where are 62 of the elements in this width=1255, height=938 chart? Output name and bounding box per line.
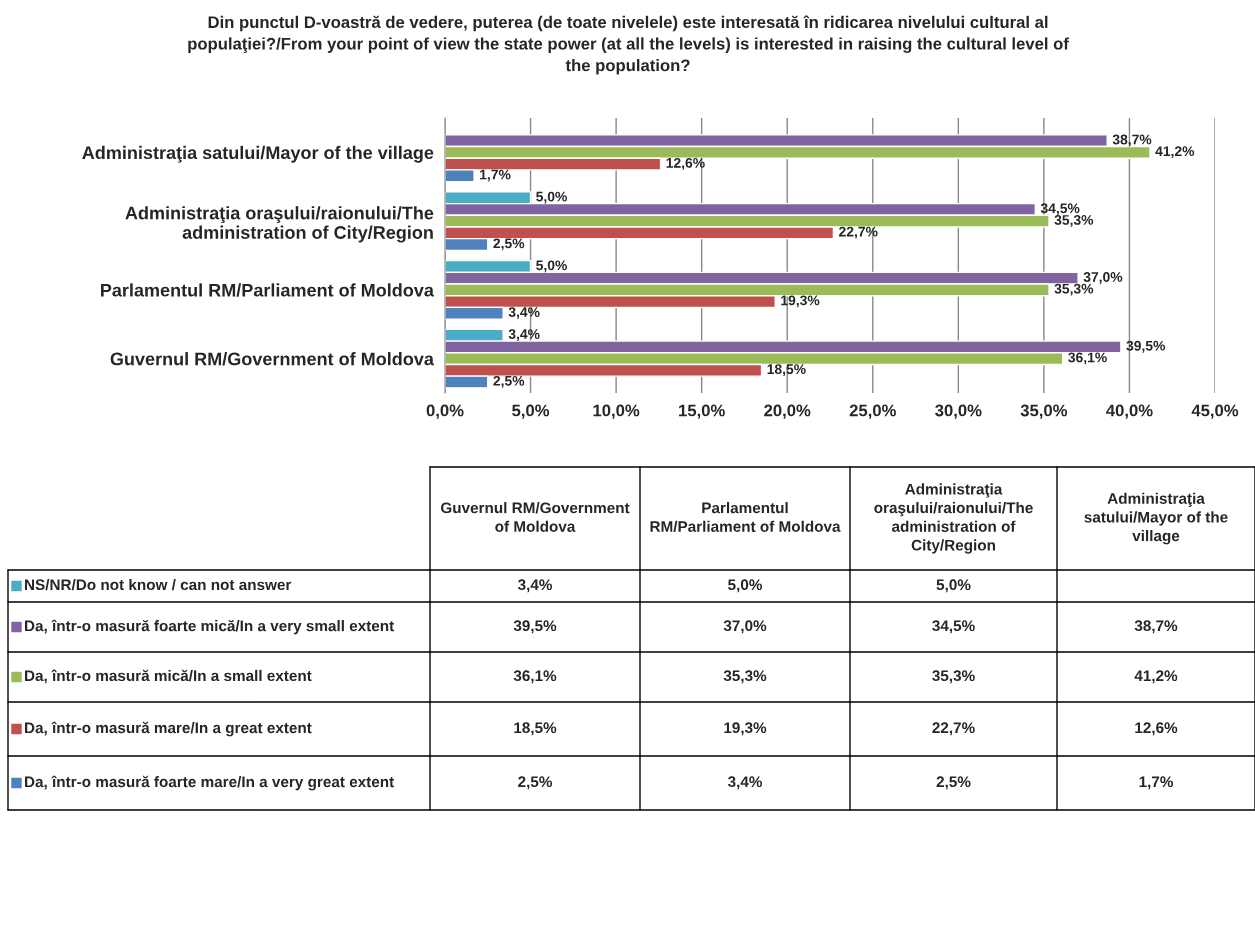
category-label: Guvernul RM/Government of Moldova — [440, 502, 630, 532]
data-label: 2,5% — [493, 375, 525, 388]
data-label: 38,7% — [1112, 134, 1152, 147]
y-tick-label: Administraţia satului/Mayor of the village — [82, 145, 434, 163]
text: 1,7% — [1139, 776, 1174, 790]
text: 35,3% — [932, 670, 975, 684]
category-label: Parlamentul RM/Parliament of Moldova — [650, 502, 841, 533]
text: 12,6% — [1135, 722, 1178, 736]
data-label: 18,5% — [767, 364, 806, 377]
data-label: 34,5% — [1040, 203, 1080, 216]
text: 3,4% — [727, 776, 763, 790]
data-label: 5,0% — [536, 191, 567, 204]
data-label: 3,4% — [508, 329, 540, 341]
x-tick-label: 5,0% — [512, 404, 550, 419]
text: 18,5% — [514, 722, 557, 736]
category-label: Administraţia satului/Mayor of the village — [1084, 492, 1228, 545]
data-label: 2,5% — [493, 238, 525, 251]
text: 22,7% — [932, 722, 975, 736]
x-tick-label: 0,0% — [426, 404, 464, 419]
chart-title: Din punctul D-voastră de vedere, puterea (de toate nivelele) este interesată în ridicarea nivelului cultural al populaţiei?/From your point of view the state power (at all the levels) is interested in raising the cultural level of the population? — [188, 15, 1069, 75]
text: 35,3% — [723, 670, 767, 684]
text: 34,5% — [932, 620, 975, 634]
text: 36,1% — [513, 670, 557, 684]
text: 2,5% — [936, 776, 971, 790]
data-label: 3,4% — [508, 307, 540, 319]
data-label: 19,3% — [781, 295, 820, 308]
legend-label: Da, într-o masură mare/In a great extent — [25, 721, 312, 737]
text: 41,2% — [1134, 670, 1178, 684]
legend-label: Da, într-o masură mică/In a small extent — [25, 669, 312, 684]
data-label: 5,0% — [536, 260, 567, 273]
data-label: 35,3% — [1054, 215, 1094, 227]
text: 2,5% — [518, 776, 553, 790]
text: 39,5% — [513, 620, 557, 634]
text: 38,7% — [1134, 620, 1178, 634]
x-tick-label: 25,0% — [849, 404, 896, 419]
y-tick-label: Parlamentul RM/Parliament of Moldova — [101, 283, 435, 297]
data-label: 12,6% — [666, 157, 705, 170]
x-tick-label: 45,0% — [1191, 404, 1239, 419]
data-label: 36,1% — [1068, 352, 1107, 365]
data-label: 1,7% — [480, 169, 511, 182]
data-label: 37,0% — [1083, 272, 1123, 284]
y-tick-label: Administraţia oraşului/raionului/The administration of City/Region — [125, 206, 434, 243]
x-tick-label: 15,0% — [679, 404, 725, 419]
x-tick-label: 20,0% — [764, 404, 811, 419]
text: 19,3% — [724, 722, 767, 736]
text: 37,0% — [723, 620, 767, 634]
data-label: 39,5% — [1126, 340, 1166, 353]
category-label: Administraţia oraşului/raionului/The administration of City/Region — [874, 483, 1033, 554]
legend-label: Da, într-o masură foarte mică/In a very small extent — [25, 619, 395, 635]
x-tick-label: 30,0% — [935, 404, 982, 419]
data-label: 35,3% — [1054, 283, 1094, 296]
legend-label: Da, într-o masură foarte mare/In a very great extent — [25, 775, 395, 791]
legend-label: NS/NR/Do not know / can not answer — [25, 578, 292, 591]
data-label: 22,7% — [839, 226, 878, 239]
x-tick-label: 40,0% — [1106, 404, 1153, 419]
y-tick-label: Guvernul RM/Government of Moldova — [110, 352, 435, 366]
text: 5,0% — [728, 579, 763, 593]
text: 5,0% — [936, 579, 971, 593]
x-tick-label: 10,0% — [593, 404, 640, 419]
x-tick-label: 35,0% — [1020, 404, 1068, 419]
data-label: 41,2% — [1155, 146, 1195, 159]
text: 3,4% — [517, 579, 553, 593]
